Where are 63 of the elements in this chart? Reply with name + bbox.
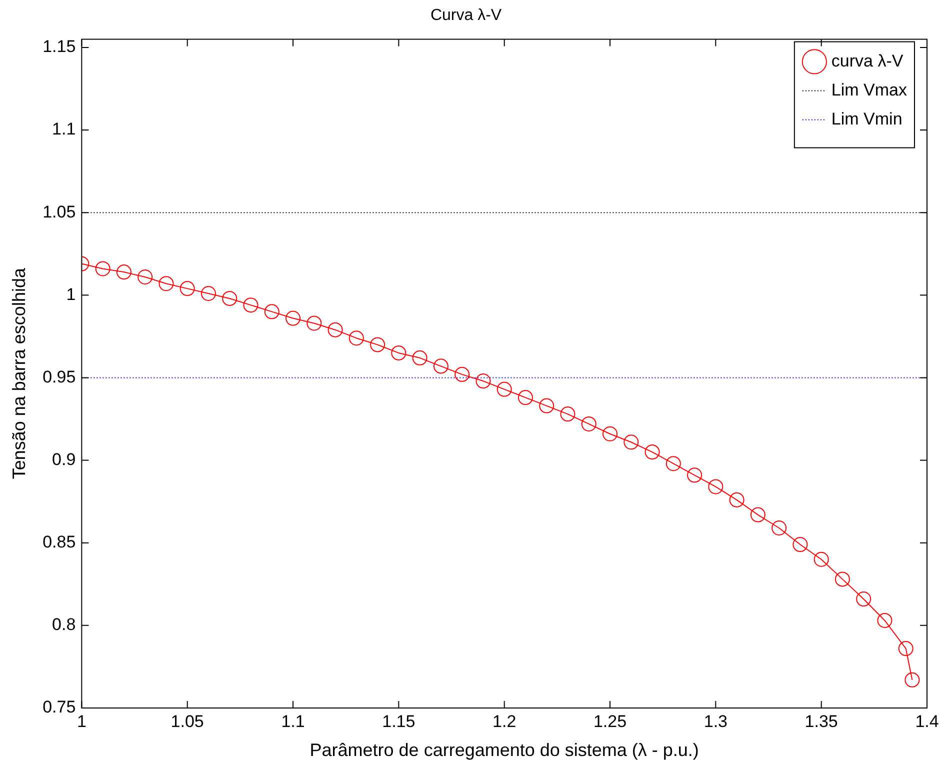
legend-label: curva λ-V	[831, 51, 904, 70]
point	[644, 444, 660, 460]
x-tick-label: 1.3	[704, 712, 728, 731]
point	[560, 406, 576, 422]
point	[412, 350, 428, 366]
point	[581, 416, 596, 432]
y-tick-label: 0.9	[52, 450, 76, 469]
x-tick-label: 1.4	[915, 712, 939, 731]
point	[856, 592, 872, 607]
point	[814, 552, 829, 567]
point	[792, 537, 808, 552]
y-tick-label: 0.75	[42, 698, 76, 717]
point	[687, 468, 702, 483]
point	[180, 281, 195, 296]
point	[518, 390, 533, 406]
x-axis-title: Parâmetro de carregamento do sistema (λ - p.u.)	[310, 740, 699, 760]
point	[243, 298, 258, 313]
y-tick-label: 1.05	[42, 202, 76, 222]
point	[264, 304, 280, 320]
point	[222, 290, 238, 306]
point	[877, 612, 892, 628]
x-tick-label: 1.1	[281, 712, 305, 731]
x-tick-label: 1.2	[492, 712, 516, 731]
point	[904, 672, 920, 688]
point	[476, 374, 491, 389]
point	[602, 426, 618, 442]
point	[898, 641, 914, 656]
point	[158, 276, 174, 292]
point	[138, 269, 153, 284]
point	[834, 572, 850, 587]
x-tick-label: 1.35	[804, 712, 838, 731]
point	[306, 316, 322, 331]
y-tick-label: 1.15	[42, 37, 76, 56]
chart-title: Curva λ-V	[430, 7, 502, 24]
y-tick-label: 0.8	[52, 615, 76, 634]
point	[328, 322, 343, 338]
point	[391, 345, 406, 360]
y-tick-label: 0.85	[42, 532, 76, 552]
point	[433, 358, 448, 374]
x-tick-label: 1.15	[382, 712, 416, 731]
point	[624, 434, 639, 450]
point	[200, 286, 216, 302]
point	[708, 479, 724, 494]
point	[454, 366, 470, 382]
point	[496, 382, 512, 397]
point	[116, 264, 132, 280]
point	[750, 507, 766, 522]
y-tick-label: 1	[66, 284, 76, 304]
legend-label: Lim Vmax	[831, 80, 908, 100]
point	[95, 261, 110, 276]
legend-label: Lim Vmin	[831, 109, 902, 128]
x-tick-label: 1.05	[170, 712, 204, 731]
point	[539, 398, 554, 414]
y-tick-label: 1.1	[52, 120, 76, 139]
y-axis-title: Tensão na barra escolhida	[8, 267, 29, 480]
x-tick-label: 1.25	[593, 712, 627, 731]
y-tick-label: 0.95	[42, 367, 76, 386]
point	[286, 310, 301, 326]
point	[370, 337, 386, 352]
point	[729, 492, 744, 508]
point	[666, 456, 681, 472]
point	[772, 520, 787, 536]
point	[348, 330, 364, 346]
